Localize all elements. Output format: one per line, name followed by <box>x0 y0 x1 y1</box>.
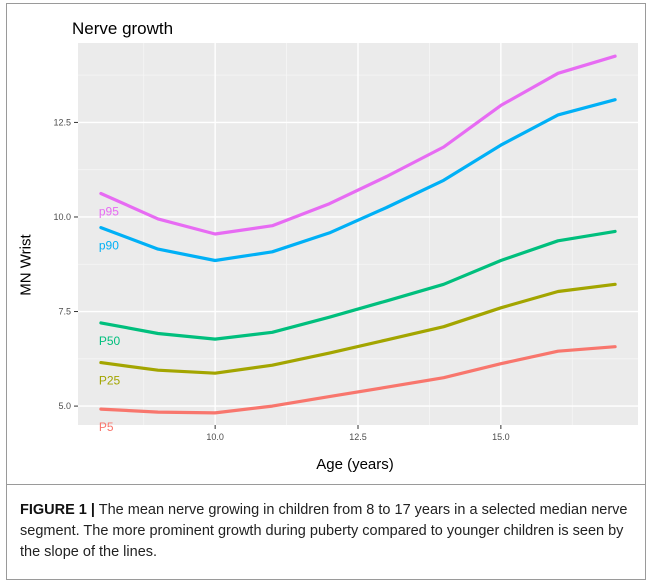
series-line-p95 <box>99 54 617 236</box>
caption-divider <box>6 484 646 485</box>
figure-caption: FIGURE 1 | The mean nerve growing in chi… <box>20 500 630 563</box>
series-label-p90: p90 <box>99 239 119 253</box>
series-label-p95: p95 <box>99 205 119 219</box>
series-line-p5 <box>99 345 617 415</box>
x-tick-label: 10.0 <box>206 432 224 442</box>
y-tick-label: 10.0 <box>53 212 71 222</box>
chart-title: Nerve growth <box>72 19 174 38</box>
series-label-p25: P25 <box>99 374 121 388</box>
caption-text: The mean nerve growing in children from … <box>20 502 628 560</box>
series-label-p50: P50 <box>99 334 121 348</box>
series-line-p50 <box>99 229 617 341</box>
caption-label: FIGURE 1 | <box>20 502 95 518</box>
y-tick-label: 7.5 <box>58 307 71 317</box>
series-line-p25 <box>99 282 617 375</box>
y-axis-label: MN Wrist <box>17 234 35 296</box>
series-line-p90 <box>99 98 617 263</box>
x-tick-label: 12.5 <box>349 432 367 442</box>
y-tick-label: 12.5 <box>53 117 71 127</box>
x-tick-label: 15.0 <box>492 432 510 442</box>
x-axis-label: Age (years) <box>316 456 394 473</box>
y-tick-label: 5.0 <box>58 401 71 411</box>
series-label-p5: P5 <box>99 420 114 434</box>
